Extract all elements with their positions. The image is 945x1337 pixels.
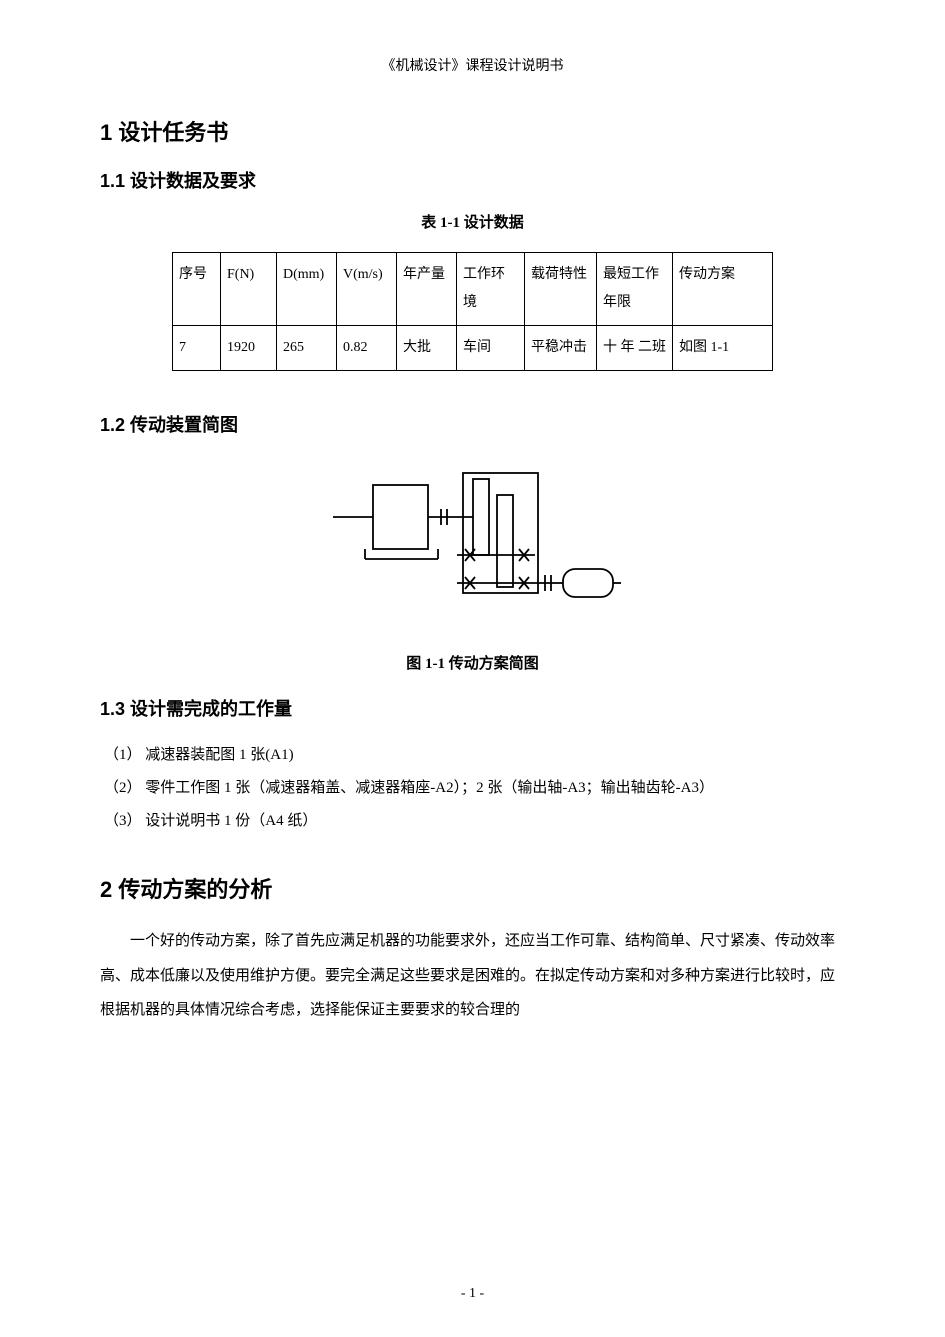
table-header-cell: 年产量 bbox=[397, 253, 457, 326]
table-header-cell: 序号 bbox=[173, 253, 221, 326]
figure-1-1-caption: 图 1-1 传动方案简图 bbox=[100, 652, 845, 673]
section-2-paragraph: 一个好的传动方案，除了首先应满足机器的功能要求外，还应当工作可靠、结构简单、尺寸… bbox=[100, 924, 845, 1028]
table-cell: 7 bbox=[173, 326, 221, 371]
table-header-cell: 载荷特性 bbox=[525, 253, 597, 326]
page-number: - 1 - bbox=[0, 1286, 945, 1302]
table-cell: 平稳冲击 bbox=[525, 326, 597, 371]
table-header-cell: V(m/s) bbox=[337, 253, 397, 326]
section-1-1-title: 1.1 设计数据及要求 bbox=[100, 167, 845, 193]
list-item: （2） 零件工作图 1 张（减速器箱盖、减速器箱座-A2）；2 张（输出轴-A3… bbox=[104, 772, 845, 805]
table-header-cell: 工作环境 bbox=[457, 253, 525, 326]
table-header-cell: F(N) bbox=[221, 253, 277, 326]
table-cell: 1920 bbox=[221, 326, 277, 371]
table-cell: 0.82 bbox=[337, 326, 397, 371]
section-1-3-title: 1.3 设计需完成的工作量 bbox=[100, 695, 845, 721]
section-1-title: 1 设计任务书 bbox=[100, 115, 845, 147]
table-header-cell: 最短工作年限 bbox=[597, 253, 673, 326]
header-title: 《机械设计》课程设计说明书 bbox=[382, 59, 564, 74]
table-header-cell: D(mm) bbox=[277, 253, 337, 326]
table-row: 719202650.82大批车间平稳冲击十 年 二班如图 1-1 bbox=[173, 326, 773, 371]
table-header-cell: 传动方案 bbox=[673, 253, 773, 326]
page-header: 《机械设计》课程设计说明书 bbox=[100, 55, 845, 75]
table-cell: 大批 bbox=[397, 326, 457, 371]
table-cell: 车间 bbox=[457, 326, 525, 371]
table-cell: 十 年 二班 bbox=[597, 326, 673, 371]
figure-1-1 bbox=[100, 467, 845, 632]
table-cell: 如图 1-1 bbox=[673, 326, 773, 371]
list-item: （1） 减速器装配图 1 张(A1) bbox=[104, 739, 845, 772]
design-data-table: 序号F(N)D(mm)V(m/s)年产量工作环境载荷特性最短工作年限传动方案71… bbox=[172, 252, 773, 371]
list-item: （3） 设计说明书 1 份（A4 纸） bbox=[104, 805, 845, 838]
section-1-2-title: 1.2 传动装置简图 bbox=[100, 411, 845, 437]
transmission-diagram-icon bbox=[323, 467, 623, 627]
table-1-1-caption: 表 1-1 设计数据 bbox=[100, 211, 845, 232]
workload-list: （1） 减速器装配图 1 张(A1)（2） 零件工作图 1 张（减速器箱盖、减速… bbox=[100, 739, 845, 838]
table-cell: 265 bbox=[277, 326, 337, 371]
section-2-title: 2 传动方案的分析 bbox=[100, 872, 845, 904]
